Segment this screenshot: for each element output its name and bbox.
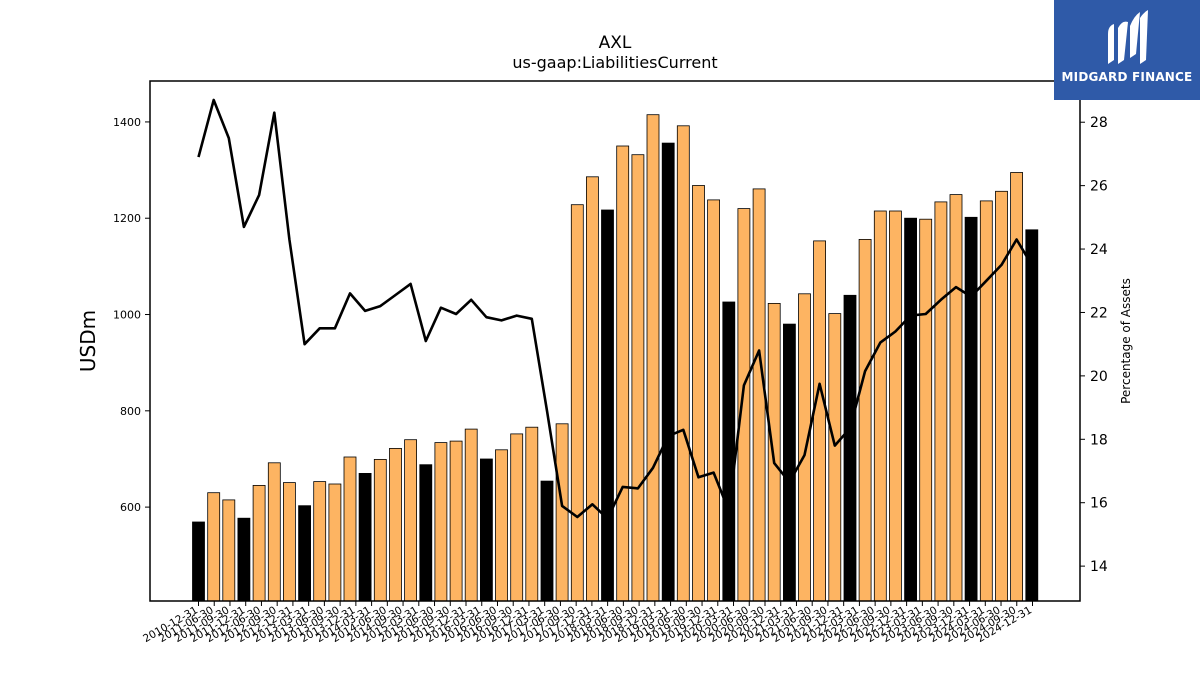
bar [282, 482, 296, 602]
bar [192, 521, 205, 602]
y2-tick-label: 28 [1090, 115, 1108, 131]
bar [555, 423, 569, 602]
bar [873, 210, 887, 602]
bar [661, 142, 675, 602]
y2-tick-label: 18 [1090, 432, 1108, 448]
bar [313, 481, 327, 602]
bar [858, 238, 872, 602]
y2-axis-label: Percentage of Assets [1119, 278, 1133, 404]
bar [828, 313, 842, 602]
bar [979, 200, 993, 602]
bar [919, 218, 933, 602]
bar [737, 208, 751, 602]
bar [540, 480, 554, 602]
bar [479, 458, 493, 602]
y2-tick-label: 26 [1090, 179, 1108, 195]
bar [601, 209, 614, 602]
y2-tick-label: 24 [1090, 242, 1108, 258]
bar [934, 201, 948, 602]
bar [646, 114, 660, 602]
bar [783, 323, 796, 602]
plot-area: 60080010001200140014161820222426282010-1… [113, 98, 1108, 645]
bar [904, 217, 917, 602]
bar [752, 188, 766, 602]
bar [843, 294, 857, 602]
bar [995, 190, 1008, 602]
bar [525, 426, 539, 602]
bar [252, 484, 266, 602]
y-tick-label: 600 [120, 501, 141, 514]
plot-frame [149, 80, 1081, 602]
bar [373, 458, 387, 602]
bar [707, 199, 720, 602]
bar [464, 428, 478, 602]
bar [434, 442, 448, 602]
bar [676, 125, 690, 602]
bar [889, 210, 902, 602]
bar [813, 240, 826, 602]
y-tick-label: 800 [120, 405, 141, 418]
bar [419, 464, 433, 602]
y2-tick-label: 20 [1090, 369, 1108, 385]
bar [722, 301, 736, 602]
y-tick-label: 1400 [113, 116, 141, 129]
midgard-logo-icon [1108, 10, 1148, 65]
y-axis-label: USDm [76, 310, 100, 372]
bar [1025, 229, 1039, 602]
bar [237, 517, 251, 602]
logo: MIDGARD FINANCE [1054, 0, 1200, 100]
bar [404, 439, 418, 602]
bar [222, 499, 236, 602]
bar [343, 456, 357, 602]
bar [358, 472, 372, 602]
y-tick-label: 1000 [113, 309, 141, 322]
bar [449, 440, 463, 602]
series-line [197, 98, 1033, 520]
logo-text: MIDGARD FINANCE [1061, 70, 1193, 84]
bar [798, 293, 811, 602]
bar [692, 185, 705, 602]
bar [510, 433, 524, 602]
bar [267, 462, 281, 602]
y2-tick-label: 22 [1090, 305, 1108, 321]
chart-title: AXL [599, 33, 632, 53]
chart-subtitle: us-gaap:LiabilitiesCurrent [512, 53, 717, 72]
bar [570, 204, 584, 602]
bar [207, 492, 221, 602]
bar [1010, 172, 1023, 602]
y-tick-label: 1200 [113, 212, 141, 225]
bar [389, 447, 402, 602]
y2-tick-label: 16 [1090, 496, 1108, 512]
y2-tick-label: 14 [1090, 559, 1108, 575]
bar [767, 302, 781, 602]
bar [616, 145, 630, 602]
bar [964, 216, 978, 602]
bar [328, 483, 342, 602]
bar [949, 194, 963, 602]
bar [298, 505, 312, 602]
bar [631, 154, 645, 602]
bar [586, 176, 599, 602]
bar [495, 449, 508, 602]
